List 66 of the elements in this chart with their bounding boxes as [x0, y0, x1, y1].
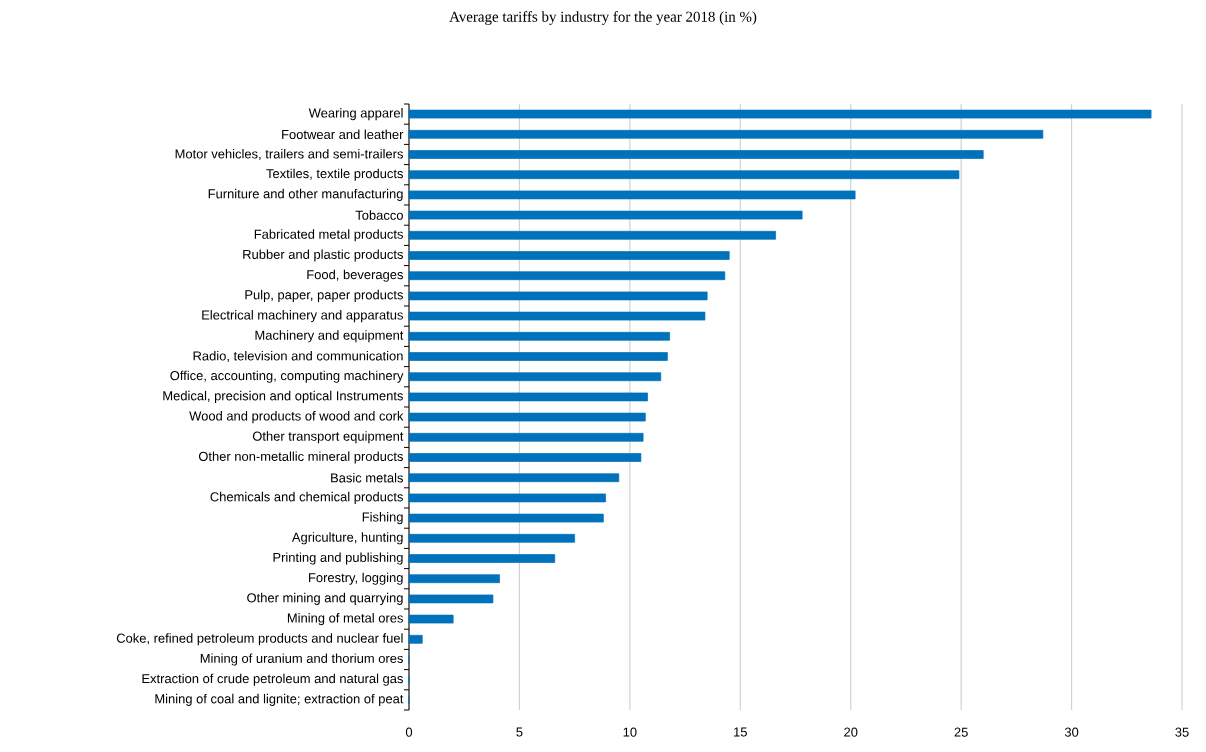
- bar: [408, 352, 668, 361]
- x-tick-label: 5: [516, 727, 523, 737]
- x-tick-label: 15: [734, 727, 747, 737]
- y-tick-label: Printing and publishing: [273, 552, 403, 565]
- y-tick-label: Pulp, paper, paper products: [245, 289, 403, 302]
- bar: [408, 331, 670, 341]
- y-tick-label: Coke, refined petroleum products and nuclear fuel: [116, 633, 403, 646]
- y-tick-label: Radio, television and communication: [193, 350, 403, 363]
- y-tick-label: Office, accounting, computing machinery: [170, 370, 404, 383]
- bar: [408, 432, 644, 442]
- y-tick-label: Other non-metallic mineral products: [198, 451, 403, 464]
- y-tick-label: Food, beverages: [307, 269, 403, 282]
- chart-title: Average tariffs by industry for the year 2018 (in %): [449, 11, 757, 25]
- bar: [408, 230, 776, 240]
- bar: [408, 170, 960, 180]
- x-tick-label: 35: [1175, 727, 1189, 737]
- bar: [408, 412, 646, 422]
- y-tick-label: Mining of metal ores: [287, 613, 403, 626]
- bar: [408, 634, 423, 644]
- x-tick-label: 20: [844, 727, 858, 737]
- y-tick-label: Furniture and other manufacturing: [208, 188, 403, 201]
- y-tick-label: Wearing apparel: [308, 108, 403, 121]
- y-tick-label: Footwear and leather: [282, 129, 404, 140]
- y-tick-label: Agriculture, hunting: [291, 532, 403, 545]
- x-tick-label: 10: [623, 727, 637, 737]
- bar: [408, 271, 726, 281]
- bar: [408, 372, 662, 382]
- y-tick-label: Basic metals: [331, 472, 403, 483]
- x-tick-label: 30: [1064, 727, 1079, 737]
- y-tick-label: Tobacco: [355, 210, 403, 220]
- bar: [408, 473, 620, 483]
- bar: [408, 251, 730, 260]
- bar: [408, 109, 1152, 119]
- bar: [408, 129, 1044, 139]
- y-tick-label: Mining of uranium and thorium ores: [200, 653, 403, 666]
- bar: [408, 210, 803, 220]
- bar: [408, 453, 642, 462]
- y-tick-label: Textiles, textile products: [266, 168, 403, 181]
- bar: [408, 614, 454, 624]
- y-tick-label: Fabricated metal products: [254, 229, 403, 242]
- y-tick-label: Electrical machinery and apparatus: [202, 310, 403, 323]
- y-tick-label: Machinery and equipment: [255, 330, 404, 343]
- y-tick-label: Chemicals and chemical products: [210, 491, 403, 504]
- x-tick-label: 0: [405, 727, 413, 737]
- bar: [408, 392, 648, 402]
- y-tick-label: Forestry, logging: [309, 572, 403, 585]
- bar: [408, 291, 708, 301]
- y-tick-label: Extraction of crude petroleum and natural gas: [142, 673, 403, 686]
- y-tick-label: Other transport equipment: [252, 431, 404, 444]
- y-tick-label: Medical, precision and optical Instruments: [163, 390, 403, 403]
- bar: [408, 513, 604, 523]
- y-tick-label: Fishing: [362, 512, 403, 525]
- bar: [408, 554, 556, 563]
- bar: [408, 594, 494, 604]
- y-tick-label: Mining of coal and lignite; extraction of peat: [155, 693, 404, 706]
- bar: [408, 311, 706, 321]
- y-tick-label: Wood and products of wood and cork: [189, 411, 404, 424]
- bar: [408, 150, 984, 159]
- x-tick-label: 25: [954, 727, 968, 737]
- bar: [408, 493, 606, 503]
- y-tick-label: Other mining and quarrying: [247, 592, 403, 605]
- bar: [408, 574, 500, 584]
- bar: [408, 190, 856, 200]
- y-tick-label: Motor vehicles, trailers and semi-trailers: [175, 148, 403, 161]
- y-tick-label: Rubber and plastic products: [243, 249, 403, 262]
- bar: [408, 533, 575, 543]
